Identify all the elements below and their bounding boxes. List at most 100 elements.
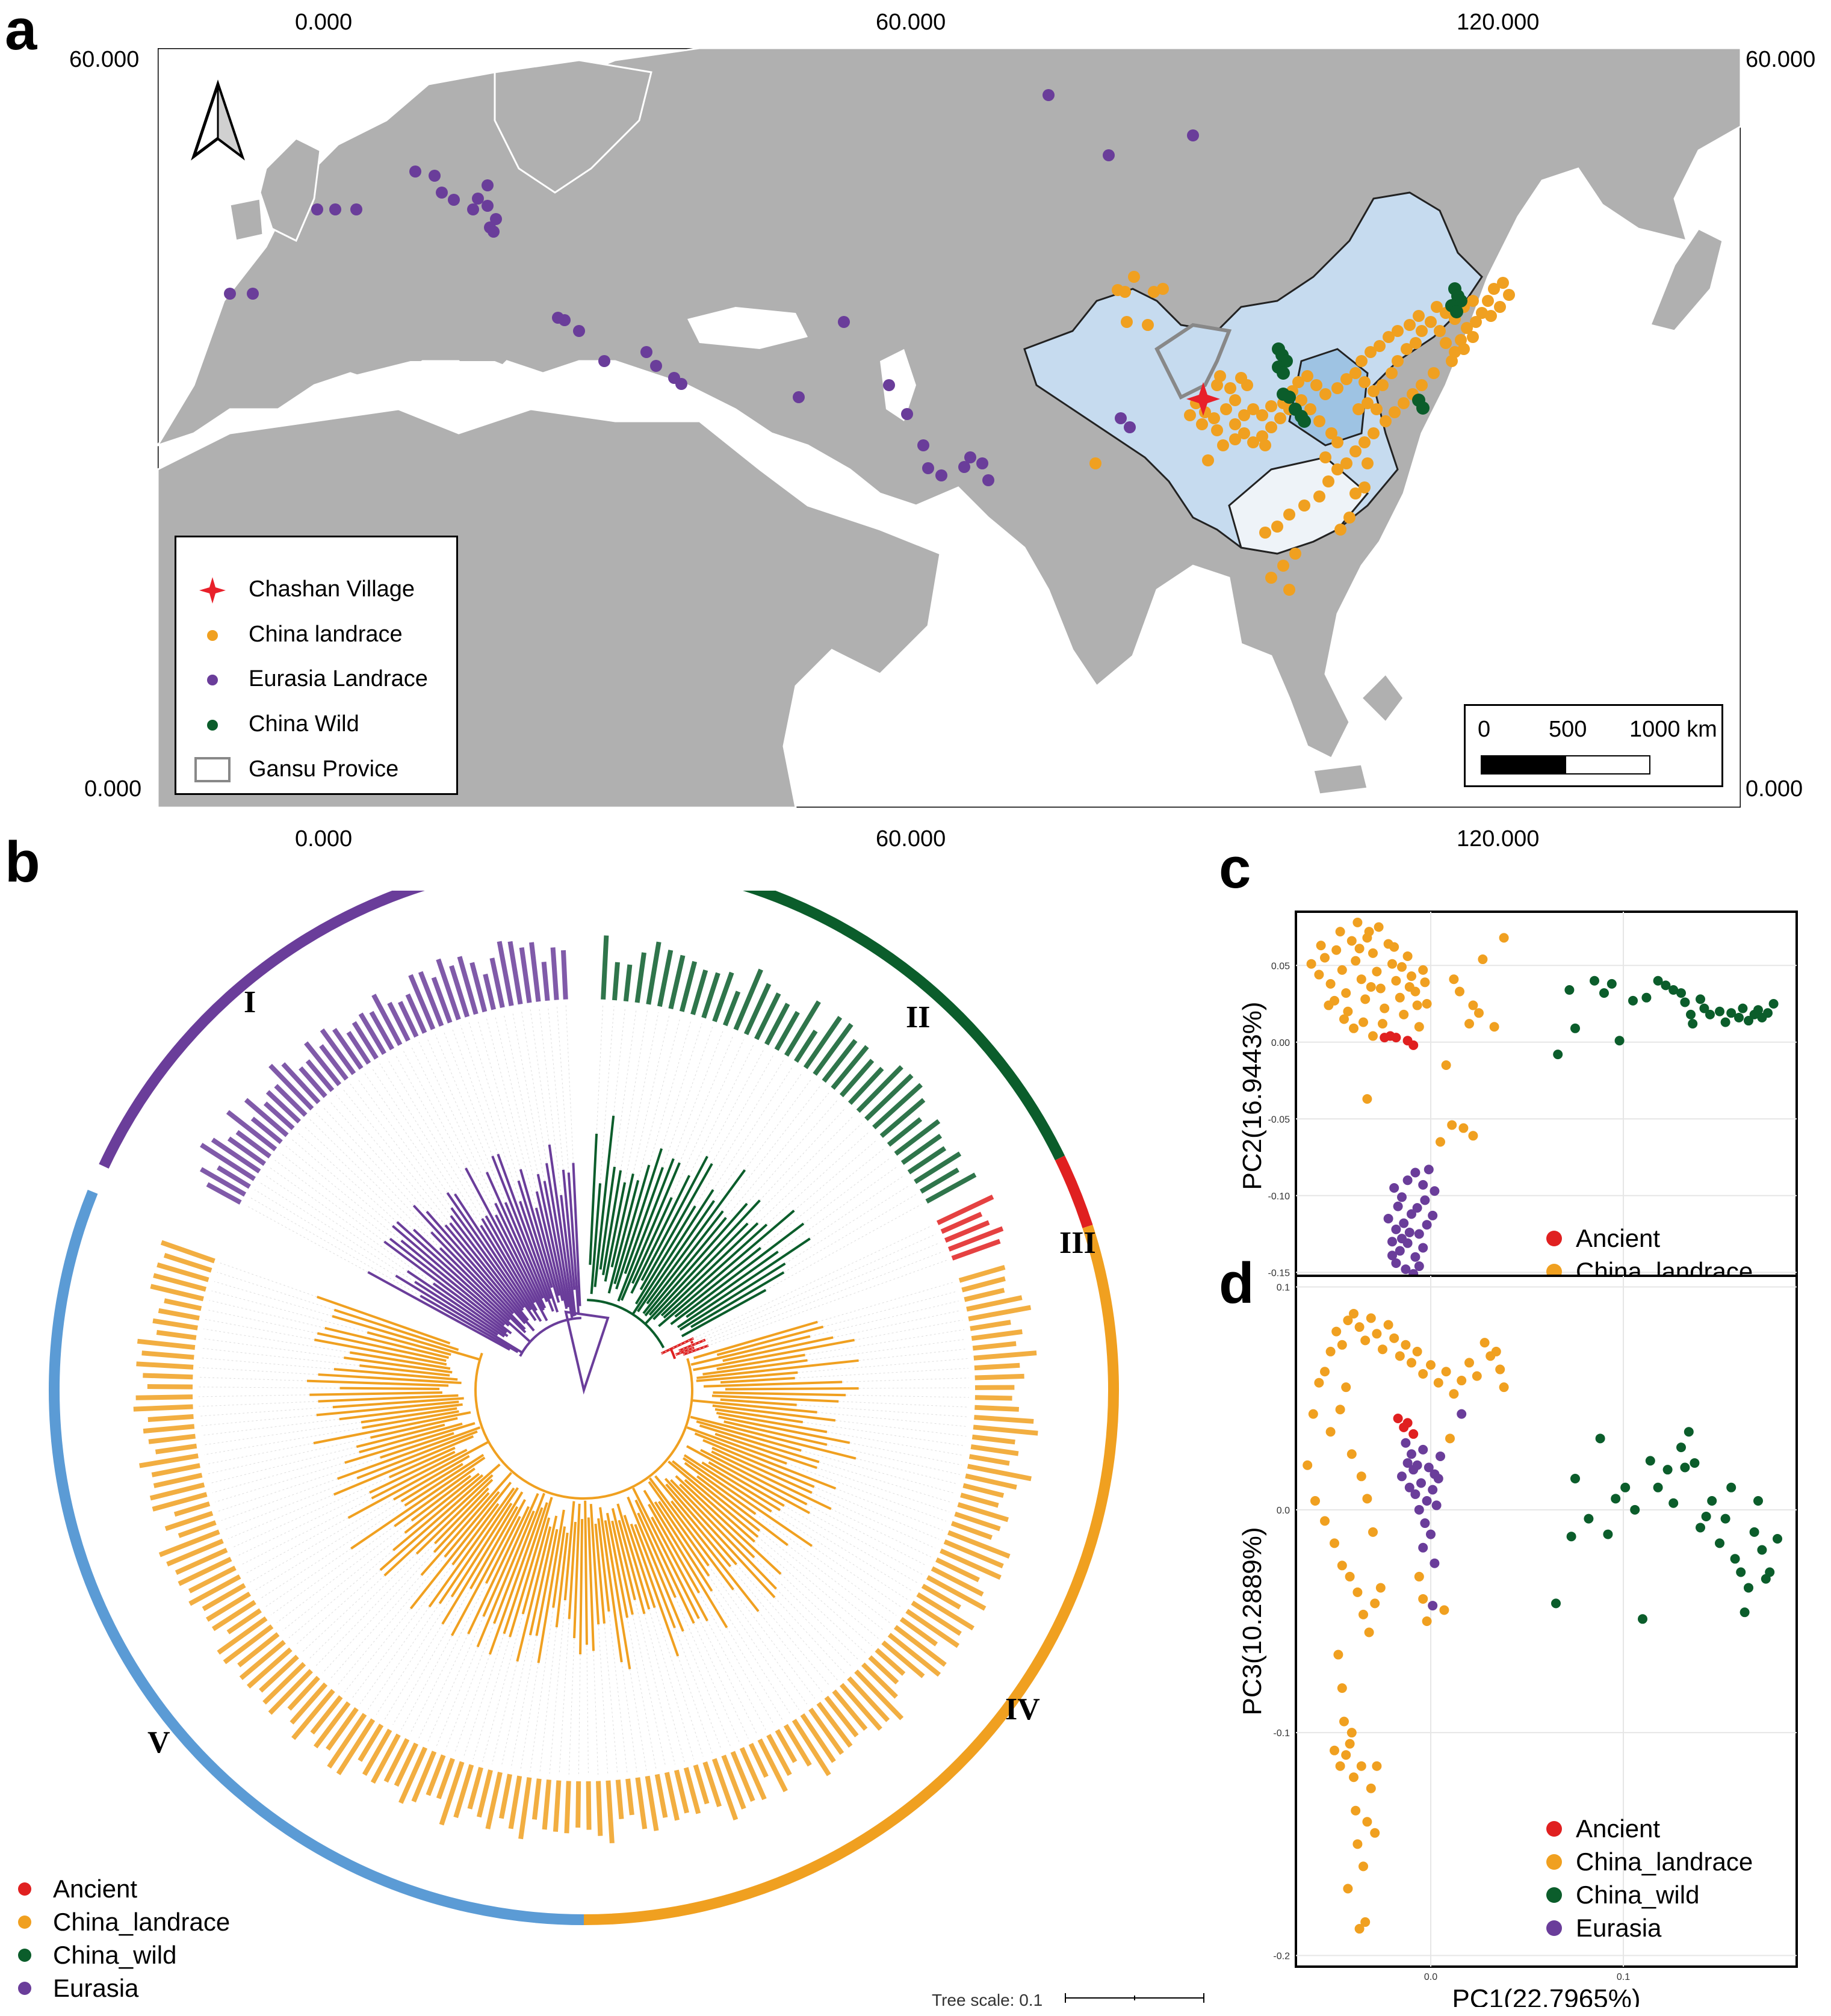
tree-tip-label xyxy=(926,1575,987,1611)
pca-point-china_wild xyxy=(1668,1498,1679,1508)
tree-branch xyxy=(444,1491,500,1558)
tree-leader xyxy=(689,1044,754,1176)
tree-leader xyxy=(212,1452,359,1493)
map-eurasia-dot xyxy=(488,226,500,238)
tree-leader xyxy=(427,1616,484,1743)
tree-leader xyxy=(648,1609,695,1760)
pca-point-eurasia xyxy=(1414,1229,1424,1239)
tree-branch xyxy=(599,1507,623,1663)
tree-tip-label xyxy=(822,1039,858,1083)
tree-leader xyxy=(203,1328,350,1353)
tree-tip-label xyxy=(754,992,781,1040)
tree-branch xyxy=(517,1180,553,1288)
tree-branch xyxy=(420,1294,519,1353)
map-wild-dot xyxy=(1416,401,1430,415)
map-landrace-dot xyxy=(1211,379,1223,391)
pca-point-china_landrace xyxy=(1339,1716,1349,1727)
tree-branch xyxy=(414,1281,498,1336)
tree-leader xyxy=(342,1089,451,1223)
tree-leader xyxy=(621,1662,637,1772)
pca-legend-dot xyxy=(1546,1887,1562,1903)
tree-branch xyxy=(439,1247,527,1334)
tree-branch xyxy=(690,1271,785,1328)
map-eurasia-dot xyxy=(922,462,934,474)
pca-point-eurasia xyxy=(1436,1451,1445,1461)
tree-tip-label xyxy=(371,994,403,1046)
tree-tip-label xyxy=(887,1633,941,1677)
tree-tip-label xyxy=(313,1701,351,1749)
tree-tip-label xyxy=(794,1030,818,1063)
tree-leader xyxy=(218,1457,380,1512)
pca-point-china_wild xyxy=(1744,1583,1753,1593)
pca-point-eurasia xyxy=(1457,1409,1467,1419)
tree-branch xyxy=(451,1503,500,1566)
map-landrace-dot xyxy=(1325,427,1337,439)
pca-y-tick-label: -0.1 xyxy=(1273,1728,1290,1739)
tree-leader xyxy=(787,1545,891,1624)
tree-branch xyxy=(660,1222,759,1317)
map-eurasia-dot xyxy=(901,408,913,420)
tree-leader xyxy=(344,1608,411,1692)
map-landrace-dot xyxy=(1265,572,1277,584)
tree-tip-label xyxy=(943,1539,1004,1569)
pca-point-china_landrace xyxy=(1412,1346,1422,1356)
map-landrace-dot xyxy=(1389,406,1401,418)
tree-tip-label xyxy=(635,1777,648,1829)
pca-legend-dot xyxy=(1546,1821,1562,1837)
pca-point-china_landrace xyxy=(1364,1627,1374,1637)
tree-leader xyxy=(698,1618,758,1734)
tree-legend-wild: China_wild xyxy=(53,1941,177,1969)
tree-tip-label xyxy=(436,1758,455,1799)
tree-leader xyxy=(598,1624,609,1775)
pca-point-china_landrace xyxy=(1447,1120,1457,1130)
clade-ring-II xyxy=(743,891,1065,1161)
tree-tip-label xyxy=(966,1295,1023,1312)
tree-branch xyxy=(683,1454,772,1513)
tree-leader xyxy=(846,1394,969,1398)
tree-branch xyxy=(555,1532,569,1628)
tree-leader xyxy=(556,1006,569,1173)
map-landrace-dot xyxy=(1349,487,1362,499)
tree-tip-label xyxy=(411,1751,437,1803)
tree-leader xyxy=(221,1478,338,1521)
tree-tip-label xyxy=(894,1119,941,1156)
pca-point-china_wild xyxy=(1570,1023,1580,1033)
legend-landrace-label: China landrace xyxy=(249,622,403,647)
pca-point-eurasia xyxy=(1428,1210,1438,1220)
tree-branch xyxy=(690,1340,694,1344)
legend-eurasia-dot xyxy=(207,675,218,685)
tree-tip-label xyxy=(166,1538,224,1566)
pca-point-eurasia xyxy=(1399,1218,1409,1228)
tree-tip-label xyxy=(150,1284,204,1302)
tree-leader xyxy=(842,1377,969,1382)
tree-leader xyxy=(336,1095,446,1226)
tree-leader xyxy=(674,1627,722,1750)
legend-chashan-label: Chashan Village xyxy=(249,577,415,602)
map-landrace-dot xyxy=(1331,463,1343,475)
tree-branch xyxy=(396,1221,531,1343)
tree-branch xyxy=(654,1501,713,1592)
tree-leader xyxy=(491,1661,518,1764)
tree-branch xyxy=(521,1517,551,1615)
tree-branch xyxy=(467,1506,530,1634)
tree-branch xyxy=(309,1391,442,1396)
clade-label-III: III xyxy=(1059,1226,1096,1260)
tree-tip-label xyxy=(974,1385,1015,1390)
tree-tip-label xyxy=(147,1384,193,1390)
map-eurasia-dot xyxy=(964,451,976,463)
map-landrace-dot xyxy=(1301,370,1313,382)
tree-leader xyxy=(411,1045,497,1216)
tree-leader xyxy=(673,1030,723,1159)
pca-point-china_landrace xyxy=(1354,944,1365,954)
tree-tip-label xyxy=(319,1044,349,1081)
tree-leader xyxy=(785,1184,911,1264)
tree-tip-label xyxy=(645,1775,659,1831)
tree-branch xyxy=(314,1338,447,1366)
tree-branch xyxy=(682,1457,813,1547)
tree-branch xyxy=(344,1422,476,1464)
tree-tip-label xyxy=(879,1098,926,1138)
tree-tip-label xyxy=(690,969,708,1015)
tree-branches xyxy=(199,1005,969,1775)
tree-leader xyxy=(802,1421,965,1447)
pca-point-china_landrace xyxy=(1331,1326,1342,1337)
